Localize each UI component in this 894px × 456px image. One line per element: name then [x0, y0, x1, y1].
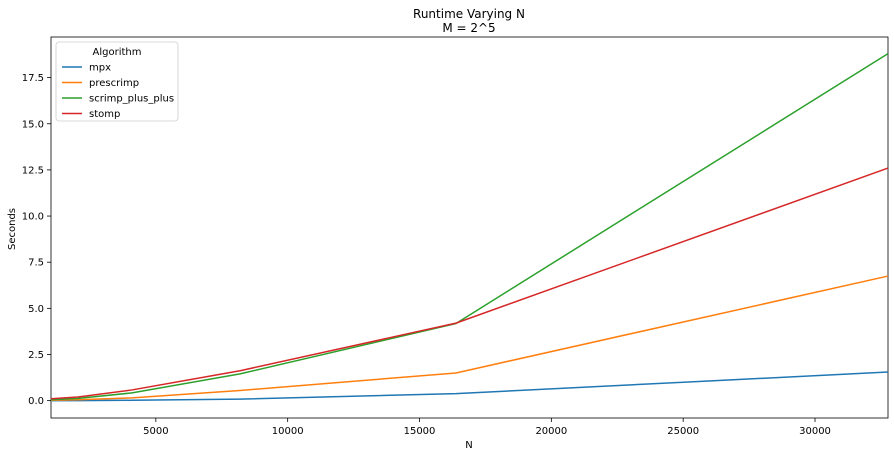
x-tick-label: 25000: [667, 426, 699, 437]
y-tick-label: 17.5: [22, 73, 44, 84]
series-line-scrimp_plus_plus: [50, 52, 889, 401]
chart-title: Runtime Varying N: [413, 7, 525, 21]
y-tick-label: 10.0: [22, 212, 44, 223]
legend-label-mpx: mpx: [89, 63, 111, 74]
x-tick-label: 20000: [535, 426, 567, 437]
legend-label-prescrimp: prescrimp: [89, 78, 139, 89]
x-axis-label: N: [465, 440, 472, 451]
chart-subtitle: M = 2^5: [442, 21, 495, 35]
y-tick-label: 15.0: [22, 119, 44, 130]
plot-area: 5000 10000 15000 20000 25000 30000 0.0 2.5 5.0 7.…: [22, 36, 889, 437]
series-line-prescrimp: [50, 275, 889, 402]
series-line-mpx: [51, 371, 889, 402]
x-tick-label: 10000: [272, 426, 304, 437]
x-tick-label: 15000: [404, 426, 436, 437]
y-tick-label: 2.5: [28, 350, 44, 361]
y-tick-label: 12.5: [22, 165, 44, 176]
legend-label-scrimp_plus_plus: scrimp_plus_plus: [89, 94, 174, 105]
y-axis-label: Seconds: [7, 208, 18, 250]
legend-title: Algorithm: [93, 47, 142, 58]
series-line-stomp: [50, 167, 889, 400]
legend-label-stomp: stomp: [89, 109, 120, 120]
legend-box: [55, 41, 179, 122]
y-tick-label: 5.0: [28, 304, 44, 315]
y-tick-label: 0.0: [28, 396, 44, 407]
y-tick-label: 7.5: [28, 258, 44, 269]
x-tick-label: 5000: [143, 426, 168, 437]
x-tick-label: 30000: [799, 426, 831, 437]
plot-frame: [50, 36, 889, 419]
